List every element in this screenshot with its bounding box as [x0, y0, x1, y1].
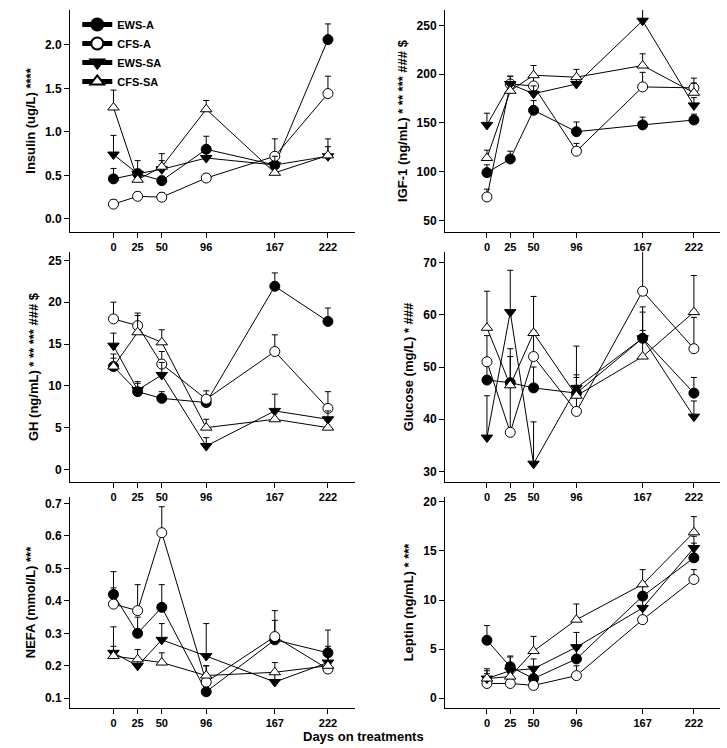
svg-text:167: 167	[266, 717, 284, 729]
svg-text:50: 50	[156, 491, 168, 503]
svg-text:200: 200	[417, 67, 437, 81]
svg-text:0: 0	[110, 717, 116, 729]
svg-text:15: 15	[48, 337, 62, 351]
svg-text:25: 25	[132, 717, 144, 729]
svg-text:0.7: 0.7	[45, 497, 62, 511]
svg-text:96: 96	[570, 717, 582, 729]
svg-text:250: 250	[417, 19, 437, 33]
svg-text:25: 25	[504, 241, 516, 253]
svg-text:5: 5	[55, 421, 62, 435]
svg-text:25: 25	[132, 491, 144, 503]
svg-text:96: 96	[570, 241, 582, 253]
svg-text:96: 96	[200, 717, 212, 729]
svg-text:40: 40	[423, 412, 437, 426]
svg-text:50: 50	[156, 717, 168, 729]
svg-text:150: 150	[417, 116, 437, 130]
svg-text:0: 0	[110, 241, 116, 253]
svg-text:0.1: 0.1	[45, 691, 62, 705]
svg-text:222: 222	[319, 491, 337, 503]
svg-text:Insulin (ug/L) ****: Insulin (ug/L) ****	[23, 67, 38, 173]
svg-text:50: 50	[423, 360, 437, 374]
svg-text:30: 30	[423, 465, 437, 479]
svg-text:50: 50	[156, 241, 168, 253]
svg-text:70: 70	[423, 256, 437, 270]
svg-text:50: 50	[527, 241, 539, 253]
svg-text:50: 50	[527, 717, 539, 729]
svg-text:222: 222	[685, 241, 703, 253]
svg-text:Days on treatments: Days on treatments	[303, 729, 424, 744]
svg-text:2.0: 2.0	[45, 38, 62, 52]
svg-text:Leptin (ng/mL) * ***: Leptin (ng/mL) * ***	[401, 543, 416, 662]
svg-text:167: 167	[266, 241, 284, 253]
svg-text:167: 167	[266, 491, 284, 503]
svg-text:167: 167	[633, 491, 651, 503]
svg-text:NEFA (mmol/L) ***: NEFA (mmol/L) ***	[23, 546, 38, 658]
svg-text:0: 0	[430, 691, 437, 705]
svg-text:0: 0	[484, 717, 490, 729]
svg-text:20: 20	[423, 495, 437, 509]
svg-text:222: 222	[685, 717, 703, 729]
svg-text:GH (ng/mL) * ** *** ### $: GH (ng/mL) * ** *** ### $	[26, 292, 41, 441]
svg-text:5: 5	[430, 642, 437, 656]
svg-text:222: 222	[319, 241, 337, 253]
svg-text:0: 0	[55, 463, 62, 477]
svg-text:EWS-SA: EWS-SA	[117, 57, 161, 69]
svg-text:1.5: 1.5	[45, 82, 62, 96]
svg-text:0.4: 0.4	[45, 594, 62, 608]
svg-text:167: 167	[633, 717, 651, 729]
svg-text:96: 96	[570, 491, 582, 503]
svg-text:0.3: 0.3	[45, 627, 62, 641]
svg-text:60: 60	[423, 308, 437, 322]
svg-text:25: 25	[132, 241, 144, 253]
svg-text:10: 10	[48, 379, 62, 393]
svg-text:0.5: 0.5	[45, 169, 62, 183]
svg-text:Glucose (mg/L) * ###: Glucose (mg/L) * ###	[401, 302, 416, 431]
svg-text:0.0: 0.0	[45, 212, 62, 226]
svg-text:CFS-A: CFS-A	[117, 38, 151, 50]
svg-text:0: 0	[110, 491, 116, 503]
svg-text:25: 25	[504, 491, 516, 503]
svg-text:96: 96	[200, 241, 212, 253]
svg-text:25: 25	[504, 717, 516, 729]
svg-text:0: 0	[484, 241, 490, 253]
svg-text:50: 50	[527, 491, 539, 503]
svg-text:0.2: 0.2	[45, 659, 62, 673]
svg-text:222: 222	[685, 491, 703, 503]
svg-text:EWS-A: EWS-A	[117, 19, 154, 31]
svg-text:167: 167	[633, 241, 651, 253]
svg-text:0: 0	[484, 491, 490, 503]
svg-text:222: 222	[319, 717, 337, 729]
svg-text:0.6: 0.6	[45, 529, 62, 543]
svg-text:0.5: 0.5	[45, 562, 62, 576]
svg-text:IGF-1 (ng/mL) * ** *** ### $: IGF-1 (ng/mL) * ** *** ### $	[395, 39, 410, 202]
svg-text:15: 15	[423, 544, 437, 558]
svg-text:10: 10	[423, 593, 437, 607]
svg-text:1.0: 1.0	[45, 125, 62, 139]
svg-text:50: 50	[423, 214, 437, 228]
svg-text:25: 25	[48, 254, 62, 268]
svg-text:20: 20	[48, 295, 62, 309]
svg-text:CFS-SA: CFS-SA	[117, 76, 158, 88]
svg-text:100: 100	[417, 165, 437, 179]
svg-text:96: 96	[200, 491, 212, 503]
